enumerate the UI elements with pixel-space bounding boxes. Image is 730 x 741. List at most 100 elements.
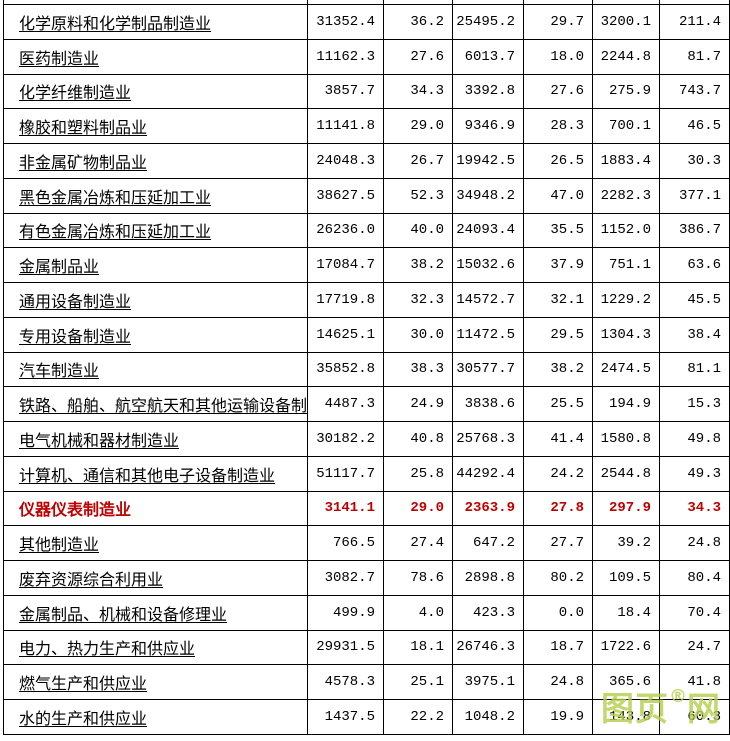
industry-name-link[interactable]: 专用设备制造业: [19, 328, 132, 346]
value-cell: 14572.7: [452, 282, 524, 318]
value-cell: 25495.2: [452, 4, 524, 40]
value-cell: 51117.7: [307, 455, 384, 492]
value-cell: 70.4: [659, 594, 730, 631]
value-cell: 29.0: [383, 108, 453, 144]
industry-name-cell[interactable]: 金属制品、机械和设备修理业: [3, 594, 308, 631]
value-cell: 38.2: [383, 247, 453, 283]
value-cell: 6013.7: [452, 38, 524, 75]
table-row: 计算机、通信和其他电子设备制造业 51117.7 25.8 44292.4 24…: [3, 455, 730, 492]
industry-name-link[interactable]: 废弃资源综合利用业: [19, 571, 164, 589]
value-cell: 24.9: [383, 386, 453, 422]
value-cell: 31352.4: [307, 4, 384, 40]
industry-name-link[interactable]: 铁路、船舶、航空航天和其他运输设备制造业: [19, 398, 308, 416]
table-row: 其他制造业 766.5 27.4 647.2 27.7 39.2 24.8: [3, 525, 730, 561]
value-cell: 41.4: [523, 421, 593, 457]
value-cell: 18.0: [523, 38, 593, 75]
value-cell: 27.7: [523, 525, 593, 561]
industry-name-link[interactable]: 仪器仪表制造业: [19, 502, 132, 520]
industry-name-link[interactable]: 电力、热力生产和供应业: [19, 641, 196, 659]
value-cell: 49.8: [659, 421, 730, 457]
value-cell: 2282.3: [592, 177, 660, 214]
industry-name-cell[interactable]: 水的生产和供应业: [3, 699, 308, 735]
industry-name-cell[interactable]: 其他制造业: [3, 525, 308, 561]
industry-name-link[interactable]: 非金属矿物制品业: [19, 154, 148, 172]
industry-name-cell[interactable]: 仪器仪表制造业: [3, 490, 308, 527]
industry-name-cell[interactable]: 汽车制造业: [3, 351, 308, 388]
industry-name-cell[interactable]: 计算机、通信和其他电子设备制造业: [3, 455, 308, 492]
industry-name-cell[interactable]: 铁路、船舶、航空航天和其他运输设备制造业: [3, 386, 308, 422]
value-cell: 34.3: [383, 73, 453, 110]
value-cell: 38.3: [383, 351, 453, 388]
industry-name-link[interactable]: 有色金属冶炼和压延加工业: [19, 224, 212, 242]
value-cell: 24.7: [659, 629, 730, 666]
industry-name-cell[interactable]: 废弃资源综合利用业: [3, 560, 308, 596]
value-cell: 27.6: [523, 73, 593, 110]
industry-name-cell[interactable]: 化学原料和化学制品制造业: [3, 4, 308, 40]
cropped-row-sliver: [3, 0, 730, 5]
industry-name-link[interactable]: 医药制造业: [19, 50, 100, 68]
value-cell: 2544.8: [592, 455, 660, 492]
table-row: 医药制造业 11162.3 27.6 6013.7 18.0 2244.8 81…: [3, 38, 730, 75]
value-cell: 2898.8: [452, 560, 524, 596]
value-cell: 143.8: [592, 699, 660, 735]
industry-name-link[interactable]: 黑色金属冶炼和压延加工业: [19, 189, 212, 207]
industry-name-link[interactable]: 金属制品、机械和设备修理业: [19, 606, 228, 624]
industry-name-cell[interactable]: 有色金属冶炼和压延加工业: [3, 212, 308, 249]
industry-name-cell[interactable]: 金属制品业: [3, 247, 308, 283]
value-cell: 499.9: [307, 594, 384, 631]
value-cell: 109.5: [592, 560, 660, 596]
watermark-text-left: 图页: [601, 689, 669, 728]
table-row: 水的生产和供应业 1437.5 22.2 1048.2 19.9 143.8 6…: [3, 699, 730, 735]
value-cell: 19942.5: [452, 143, 524, 179]
value-cell: 37.9: [523, 247, 593, 283]
industry-name-link[interactable]: 化学纤维制造业: [19, 85, 132, 103]
value-cell: 35852.8: [307, 351, 384, 388]
value-cell: 25.5: [523, 386, 593, 422]
industry-name-link[interactable]: 计算机、通信和其他电子设备制造业: [19, 467, 276, 485]
value-cell: 3857.7: [307, 73, 384, 110]
value-cell: 3838.6: [452, 386, 524, 422]
value-cell: 24.8: [659, 525, 730, 561]
industry-name-link[interactable]: 化学原料和化学制品制造业: [19, 15, 212, 33]
value-cell: 386.7: [659, 212, 730, 249]
value-cell: 22.2: [383, 699, 453, 735]
table-row: 金属制品、机械和设备修理业 499.9 4.0 423.3 0.0 18.4 7…: [3, 594, 730, 631]
value-cell: 14625.1: [307, 316, 384, 353]
watermark-text-right: 网: [687, 689, 721, 728]
value-cell: 45.5: [659, 282, 730, 318]
industry-name-cell[interactable]: 黑色金属冶炼和压延加工业: [3, 177, 308, 214]
value-cell: 1048.2: [452, 699, 524, 735]
value-cell: 29.5: [523, 316, 593, 353]
value-cell: 15032.6: [452, 247, 524, 283]
industry-name-link[interactable]: 电气机械和器材制造业: [19, 432, 180, 450]
industry-name-link[interactable]: 燃气生产和供应业: [19, 676, 148, 694]
industry-name-link[interactable]: 汽车制造业: [19, 363, 100, 381]
value-cell: 743.7: [659, 73, 730, 110]
industry-name-cell[interactable]: 医药制造业: [3, 38, 308, 75]
industry-name-cell[interactable]: 非金属矿物制品业: [3, 143, 308, 179]
industry-name-link[interactable]: 水的生产和供应业: [19, 710, 148, 728]
value-cell: 24048.3: [307, 143, 384, 179]
industry-name-link[interactable]: 金属制品业: [19, 259, 100, 277]
industry-name-link[interactable]: 其他制造业: [19, 537, 100, 555]
industry-name-cell[interactable]: 专用设备制造业: [3, 316, 308, 353]
industry-name-cell[interactable]: 橡胶和塑料制品业: [3, 108, 308, 144]
industry-name-link[interactable]: 橡胶和塑料制品业: [19, 120, 148, 138]
industry-name-cell[interactable]: 化学纤维制造业: [3, 73, 308, 110]
industry-name-cell[interactable]: 通用设备制造业: [3, 282, 308, 318]
table-row: 废弃资源综合利用业 3082.7 78.6 2898.8 80.2 109.5 …: [3, 560, 730, 596]
industry-name-cell[interactable]: 燃气生产和供应业: [3, 664, 308, 700]
value-cell: 52.3: [383, 177, 453, 214]
table-row: 电气机械和器材制造业 30182.2 40.8 25768.3 41.4 158…: [3, 421, 730, 457]
industry-name-cell[interactable]: 电力、热力生产和供应业: [3, 629, 308, 666]
value-cell: 34.3: [659, 490, 730, 527]
industry-name-link[interactable]: 通用设备制造业: [19, 293, 132, 311]
value-cell: 26.7: [383, 143, 453, 179]
industry-statistics-table: 化学原料和化学制品制造业 31352.4 36.2 25495.2 29.7 3…: [3, 0, 730, 735]
table-row: 橡胶和塑料制品业 11141.8 29.0 9346.9 28.3 700.1 …: [3, 108, 730, 144]
value-cell: 24.2: [523, 455, 593, 492]
value-cell: 41.8: [659, 664, 730, 700]
value-cell: 18.4: [592, 594, 660, 631]
industry-name-cell[interactable]: 电气机械和器材制造业: [3, 421, 308, 457]
value-cell: 36.2: [383, 4, 453, 40]
